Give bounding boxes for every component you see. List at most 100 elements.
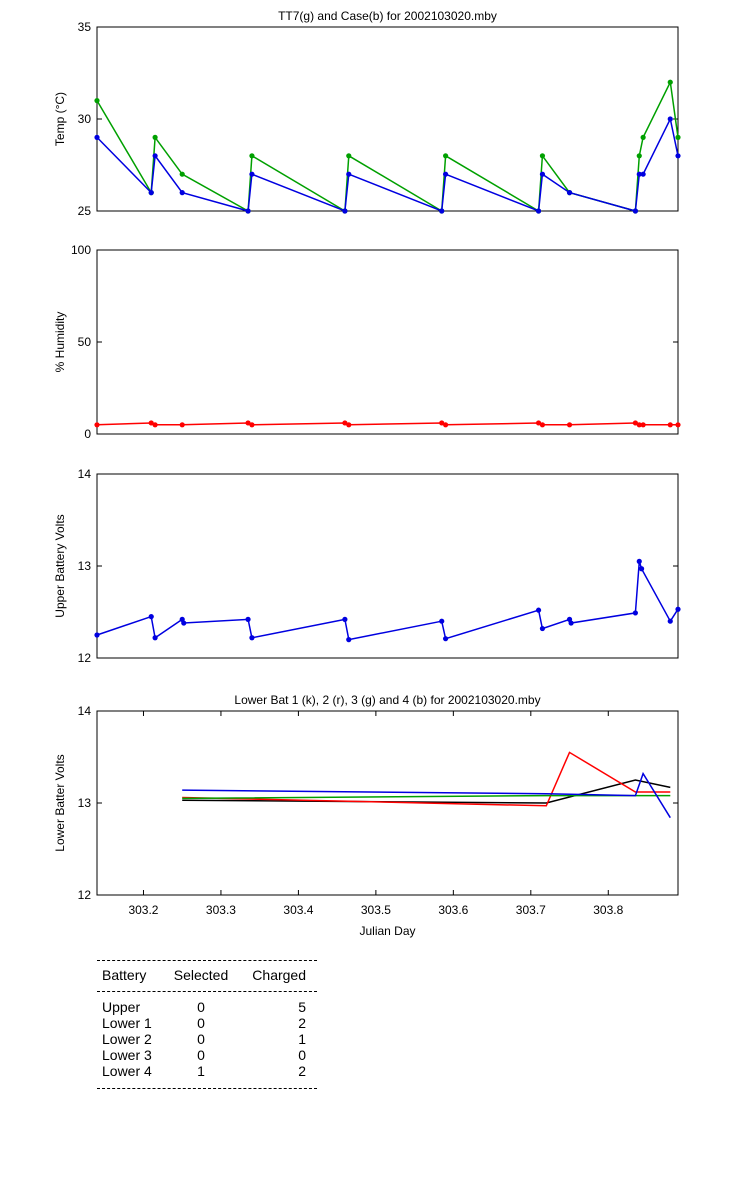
data-point: [539, 625, 546, 632]
header-charged: Charged: [252, 967, 306, 983]
cell-battery: Lower 2: [102, 1031, 152, 1047]
data-point: [443, 422, 449, 428]
data-point: [566, 422, 573, 428]
data-point: [439, 618, 445, 624]
data-point: [245, 420, 251, 426]
data-point: [152, 153, 158, 159]
cell-charged: 2: [298, 1063, 306, 1079]
data-point: [443, 153, 449, 159]
data-point: [342, 616, 348, 622]
data-point: [636, 558, 642, 565]
chart-panel-2: [94, 249, 681, 435]
y-tick-label: 25: [78, 204, 92, 218]
y-tick-label: 50: [78, 335, 92, 349]
data-point: [443, 171, 449, 177]
y-axis-label: Temp (°C): [53, 92, 67, 146]
data-point: [249, 171, 255, 177]
plot-frame: [96, 26, 679, 212]
plot-frame: [96, 473, 679, 659]
chart-title: Lower Bat 1 (k), 2 (r), 3 (g) and 4 (b) …: [234, 693, 540, 707]
series-line-3: [182, 794, 671, 800]
chart-title: TT7(g) and Case(b) for 2002103020.mby: [278, 9, 497, 23]
cell-battery: Upper: [102, 999, 141, 1015]
cell-selected: 1: [197, 1063, 205, 1079]
data-point: [632, 208, 638, 214]
y-axis-label: % Humidity: [53, 312, 67, 373]
series-line-1: [96, 561, 679, 641]
y-tick-label: 14: [78, 467, 92, 481]
series-line-4: [182, 771, 671, 819]
data-point: [346, 422, 352, 428]
data-point: [94, 632, 100, 638]
data-point: [148, 190, 154, 196]
cell-selected: 0: [197, 1015, 205, 1031]
data-point: [638, 566, 645, 572]
data-point: [439, 208, 445, 214]
data-point: [346, 153, 352, 159]
data-point: [640, 422, 646, 428]
table-row: Upper 0 5: [97, 999, 317, 1015]
cell-battery: Lower 1: [102, 1015, 152, 1031]
y-tick-label: 30: [78, 112, 92, 126]
table-row: Lower 1 0 2: [97, 1015, 317, 1031]
y-tick-label: 12: [78, 651, 92, 665]
x-tick-label: 303.4: [283, 903, 313, 917]
charts-canvas: 25 30 35 TT7(g) and Case(b) for 2002103020.…: [53, 9, 681, 938]
data-point: [539, 171, 546, 177]
cell-charged: 0: [298, 1047, 306, 1063]
data-point: [636, 153, 642, 159]
chart-panel-1: [94, 26, 681, 214]
table-row: Lower 2 0 1: [97, 1031, 317, 1047]
x-tick-label: 303.5: [361, 903, 391, 917]
data-point: [245, 616, 251, 622]
y-tick-label: 13: [78, 559, 92, 573]
y-tick-label: 0: [84, 427, 91, 441]
battery-summary-table: Battery Selected Charged Upper 0 5 Lower…: [97, 960, 317, 1089]
data-point: [179, 422, 185, 428]
data-point: [636, 422, 642, 428]
data-point: [636, 171, 642, 177]
data-point: [640, 171, 646, 177]
data-point: [179, 190, 185, 196]
table-body: Upper 0 5 Lower 1 0 2 Lower 2 0 1 Lower …: [97, 999, 317, 1079]
data-point: [152, 422, 158, 428]
data-point: [675, 134, 681, 140]
x-tick-label: 303.3: [206, 903, 236, 917]
cell-charged: 2: [298, 1015, 306, 1031]
data-point: [439, 420, 445, 426]
data-point: [539, 422, 546, 428]
data-point: [342, 208, 348, 214]
y-tick-label: 35: [78, 20, 92, 34]
x-tick-label: 303.8: [593, 903, 623, 917]
data-point: [535, 208, 542, 214]
header-battery: Battery: [102, 967, 147, 983]
y-axis-label: Upper Battery Volts: [53, 514, 67, 617]
data-point: [568, 620, 574, 626]
series-line-2: [182, 751, 671, 807]
cell-selected: 0: [197, 1031, 205, 1047]
cell-battery: Lower 3: [102, 1047, 152, 1063]
table-row: Lower 3 0 0: [97, 1047, 317, 1063]
data-point: [632, 420, 638, 426]
data-point: [443, 636, 449, 642]
data-point: [249, 422, 255, 428]
table-header-row: Battery Selected Charged: [97, 967, 317, 983]
data-point: [94, 98, 100, 104]
chart-panel-4: [96, 710, 679, 896]
data-point: [535, 420, 542, 426]
x-tick-label: 303.7: [516, 903, 546, 917]
data-point: [181, 620, 187, 626]
data-point: [346, 171, 352, 177]
data-point: [179, 171, 185, 177]
table-row: Lower 4 1 2: [97, 1063, 317, 1079]
table-top-rule: [97, 960, 317, 961]
cell-charged: 5: [298, 999, 306, 1015]
data-point: [667, 422, 673, 428]
data-point: [675, 606, 681, 612]
data-point: [535, 607, 542, 613]
data-point: [342, 420, 348, 426]
data-point: [667, 79, 673, 85]
data-point: [148, 420, 154, 426]
data-point: [640, 134, 646, 140]
data-point: [566, 190, 573, 196]
